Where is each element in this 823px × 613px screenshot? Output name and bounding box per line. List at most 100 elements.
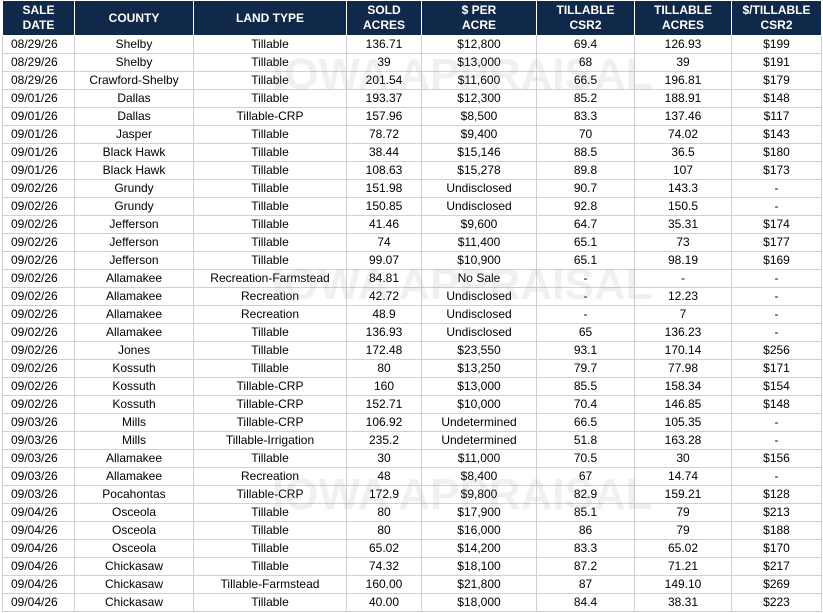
- table-cell: 64.7: [536, 215, 635, 234]
- table-row: 09/02/26 Grundy Tillable 151.98 Undisclosed 9…: [2, 179, 822, 198]
- column-header: SALE DATE: [2, 0, 75, 36]
- table-cell: Jefferson: [74, 233, 194, 252]
- table-cell: $14,200: [421, 539, 537, 558]
- table-cell: 09/02/26: [2, 197, 75, 216]
- table-cell: Recreation: [193, 467, 347, 486]
- table-cell: Kossuth: [74, 377, 194, 396]
- table-cell: $174: [731, 215, 822, 234]
- table-cell: $13,000: [421, 53, 537, 72]
- table-cell: -: [731, 431, 822, 450]
- table-cell: 09/04/26: [2, 557, 75, 576]
- table-row: 09/01/26 Black Hawk Tillable 108.63 $15,278 8…: [2, 161, 822, 180]
- table-cell: 48.9: [346, 305, 422, 324]
- table-cell: 09/02/26: [2, 341, 75, 360]
- table-row: 09/04/26 Chickasaw Tillable-Farmstead 160.0…: [2, 575, 822, 594]
- table-cell: Shelby: [74, 53, 194, 72]
- table-cell: Tillable: [193, 35, 347, 54]
- table-cell: $9,400: [421, 125, 537, 144]
- table-cell: Tillable: [193, 359, 347, 378]
- table-row: 09/01/26 Black Hawk Tillable 38.44 $15,146 88…: [2, 143, 822, 162]
- table-cell: 09/02/26: [2, 359, 75, 378]
- table-cell: Recreation: [193, 305, 347, 324]
- column-header: COUNTY: [74, 0, 194, 36]
- table-cell: 70.4: [536, 395, 635, 414]
- table-cell: Tillable: [193, 161, 347, 180]
- table-cell: 79: [634, 503, 732, 522]
- table-row: 09/04/26 Osceola Tillable 80 $16,000 86 79 $188: [2, 521, 822, 540]
- table-cell: 74.02: [634, 125, 732, 144]
- table-cell: 09/02/26: [2, 323, 75, 342]
- table-cell: Mills: [74, 431, 194, 450]
- table-cell: 93.1: [536, 341, 635, 360]
- table-cell: 80: [346, 359, 422, 378]
- table-cell: $12,300: [421, 89, 537, 108]
- table-cell: 172.48: [346, 341, 422, 360]
- table-cell: 196.81: [634, 71, 732, 90]
- table-cell: 106.92: [346, 413, 422, 432]
- table-cell: Jones: [74, 341, 194, 360]
- table-cell: 136.71: [346, 35, 422, 54]
- table-cell: Tillable-CRP: [193, 107, 347, 126]
- table-row: 09/02/26 Allamakee Tillable 136.93 Undisclos…: [2, 323, 822, 342]
- table-cell: Undetermined: [421, 431, 537, 450]
- table-cell: $170: [731, 539, 822, 558]
- table-cell: Undisclosed: [421, 305, 537, 324]
- table-row: 09/03/26 Allamakee Tillable 30 $11,000 70.5 30…: [2, 449, 822, 468]
- table-cell: 09/02/26: [2, 215, 75, 234]
- table-cell: Chickasaw: [74, 593, 194, 612]
- table-cell: Jefferson: [74, 215, 194, 234]
- table-cell: 14.74: [634, 467, 732, 486]
- table-cell: 79.7: [536, 359, 635, 378]
- table-cell: Tillable: [193, 521, 347, 540]
- table-cell: 65: [536, 323, 635, 342]
- table-cell: Recreation: [193, 287, 347, 306]
- table-cell: Tillable-CRP: [193, 413, 347, 432]
- table-cell: Undisclosed: [421, 197, 537, 216]
- table-cell: 107: [634, 161, 732, 180]
- table-cell: 172.9: [346, 485, 422, 504]
- table-cell: 126.93: [634, 35, 732, 54]
- table-cell: $17,900: [421, 503, 537, 522]
- table-cell: $23,550: [421, 341, 537, 360]
- table-cell: 146.85: [634, 395, 732, 414]
- table-cell: -: [731, 287, 822, 306]
- table-cell: Tillable-CRP: [193, 377, 347, 396]
- table-cell: Tillable-Farmstead: [193, 575, 347, 594]
- table-cell: $156: [731, 449, 822, 468]
- table-row: 09/04/26 Chickasaw Tillable 74.32 $18,100 87.…: [2, 557, 822, 576]
- table-row: 09/04/26 Chickasaw Tillable 40.00 $18,000 84.…: [2, 593, 822, 612]
- table-header-row: SALE DATE COUNTY LAND TYPE SOLD ACRES $ PER AC…: [2, 0, 822, 36]
- table-cell: 09/02/26: [2, 179, 75, 198]
- table-row: 09/03/26 Allamakee Recreation 48 $8,400 67 14.…: [2, 467, 822, 486]
- table-cell: 89.8: [536, 161, 635, 180]
- table-cell: 70.5: [536, 449, 635, 468]
- table-cell: 09/04/26: [2, 539, 75, 558]
- table-cell: 83.3: [536, 539, 635, 558]
- table-cell: 65.1: [536, 251, 635, 270]
- table-cell: 09/04/26: [2, 575, 75, 594]
- table-cell: 170.14: [634, 341, 732, 360]
- table-cell: 87: [536, 575, 635, 594]
- table-row: 09/03/26 Pocahontas Tillable-CRP 172.9 $9,80…: [2, 485, 822, 504]
- table-cell: 12.23: [634, 287, 732, 306]
- table-row: 09/02/26 Allamakee Recreation 48.9 Undisclos…: [2, 305, 822, 324]
- table-cell: $223: [731, 593, 822, 612]
- table-cell: -: [536, 287, 635, 306]
- table-cell: Tillable-CRP: [193, 395, 347, 414]
- table-cell: $143: [731, 125, 822, 144]
- table-cell: Allamakee: [74, 269, 194, 288]
- table-row: 08/29/26 Crawford-Shelby Tillable 201.54 $11…: [2, 71, 822, 90]
- table-cell: Tillable: [193, 53, 347, 72]
- table-cell: 09/02/26: [2, 233, 75, 252]
- table-cell: -: [731, 413, 822, 432]
- table-cell: 92.8: [536, 197, 635, 216]
- table-cell: 80: [346, 503, 422, 522]
- table-cell: 08/29/26: [2, 71, 75, 90]
- table-cell: 193.37: [346, 89, 422, 108]
- table-cell: 201.54: [346, 71, 422, 90]
- table-cell: -: [731, 323, 822, 342]
- table-cell: 08/29/26: [2, 35, 75, 54]
- table-cell: 09/04/26: [2, 503, 75, 522]
- table-cell: $11,000: [421, 449, 537, 468]
